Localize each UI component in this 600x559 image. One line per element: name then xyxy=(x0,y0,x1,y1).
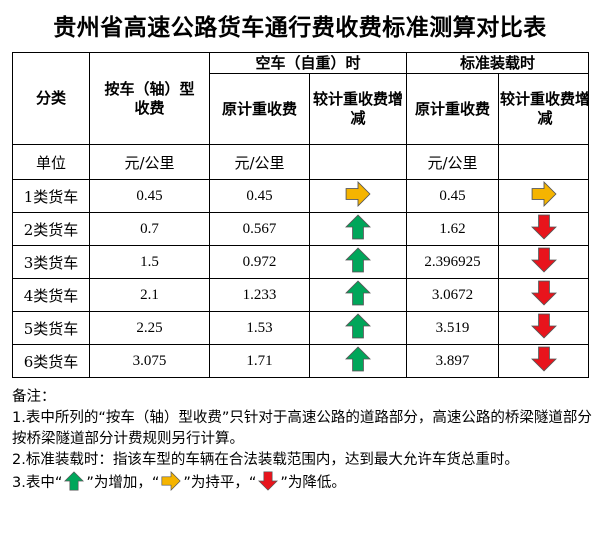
note-3-prefix: 3.表中“ xyxy=(12,475,63,491)
by-type-value: 0.45 xyxy=(89,179,210,213)
row-label: 1类货车 xyxy=(12,179,90,213)
up-arrow-icon xyxy=(345,214,371,244)
row-label: 6类货车 xyxy=(12,344,90,378)
right-arrow-icon xyxy=(531,181,557,211)
loaded-orig-value: 3.0672 xyxy=(406,278,500,312)
by-type-value: 1.5 xyxy=(89,245,210,279)
empty-compare xyxy=(308,245,408,279)
empty-orig-fee-header: 原计重收费 xyxy=(209,73,310,145)
row-label: 2类货车 xyxy=(12,212,90,246)
up-arrow-icon xyxy=(64,471,85,498)
notes-section: 备注： 1.表中所列的“按车（轴）型收费”只针对于高速公路的道路部分，高速公路的… xyxy=(12,387,592,498)
table-row: 5类货车 2.25 1.53 3.519 xyxy=(12,311,590,345)
empty-compare-header-text: 较计重收费增减 xyxy=(312,90,403,127)
table-row: 1类货车 0.45 0.45 0.45 xyxy=(12,179,590,213)
by-type-value: 0.7 xyxy=(89,212,210,246)
empty-orig-value: 0.972 xyxy=(209,245,310,279)
unit-loaded-orig: 元/公里 xyxy=(406,144,500,180)
loaded-compare xyxy=(498,179,590,213)
down-arrow-icon xyxy=(258,471,279,498)
page-title: 贵州省高速公路货车通行费收费标准测算对比表 xyxy=(53,15,547,41)
table-row: 6类货车 3.075 1.71 3.897 xyxy=(12,344,590,378)
note-3-down-text: ”为降低。 xyxy=(280,475,346,491)
by-type-value: 2.1 xyxy=(89,278,210,312)
empty-compare xyxy=(308,278,408,312)
by-type-header-text: 按车（轴）型收费 xyxy=(104,79,195,117)
row-label: 3类货车 xyxy=(12,245,90,279)
loaded-compare xyxy=(498,212,590,246)
down-arrow-icon xyxy=(530,313,557,343)
loaded-compare xyxy=(498,311,590,345)
right-arrow-icon xyxy=(161,471,182,498)
right-arrow-icon xyxy=(345,181,371,211)
empty-orig-value: 0.567 xyxy=(209,212,310,246)
loaded-orig-value: 1.62 xyxy=(406,212,500,246)
note-3: 3.表中“ ”为增加，“ ”为持平，“ ”为降低。 xyxy=(12,471,592,498)
up-arrow-icon xyxy=(345,346,371,376)
down-arrow-icon xyxy=(530,247,557,277)
empty-orig-value: 1.71 xyxy=(209,344,310,378)
note-3-up-text: ”为增加，“ xyxy=(86,475,160,491)
note-1: 1.表中所列的“按车（轴）型收费”只针对于高速公路的道路部分，高速公路的桥梁隧道… xyxy=(12,410,592,447)
note-3-flat-text: ”为持平，“ xyxy=(183,475,257,491)
table-row: 2类货车 0.7 0.567 1.62 xyxy=(12,212,590,246)
empty-compare-header: 较计重收费增减 xyxy=(308,73,408,145)
down-arrow-icon xyxy=(530,214,557,244)
loaded-compare xyxy=(498,344,590,378)
table-row: 3类货车 1.5 0.972 2.396925 xyxy=(12,245,590,279)
unit-by-type: 元/公里 xyxy=(89,144,210,180)
note-2: 2.标准装载时：指该车型的车辆在合法装载范围内，达到最大允许车货总重时。 xyxy=(12,452,519,468)
unit-loaded-compare xyxy=(498,144,590,180)
empty-section-header: 空车（自重）时 xyxy=(208,52,408,74)
empty-orig-value: 1.233 xyxy=(209,278,310,312)
empty-compare xyxy=(308,344,408,378)
by-type-value: 2.25 xyxy=(89,311,210,345)
empty-compare xyxy=(308,311,408,345)
loaded-compare xyxy=(498,245,590,279)
fee-comparison-table: 分类 按车（轴）型收费 空车（自重）时 标准装载时 原计重收费 较计重收费增减 … xyxy=(12,52,591,378)
unit-empty-orig: 元/公里 xyxy=(209,144,310,180)
up-arrow-icon xyxy=(345,280,371,310)
up-arrow-icon xyxy=(345,313,371,343)
loaded-orig-value: 2.396925 xyxy=(406,245,500,279)
down-arrow-icon xyxy=(530,346,557,376)
empty-compare xyxy=(308,179,408,213)
loaded-compare xyxy=(498,278,590,312)
loaded-orig-value: 0.45 xyxy=(406,179,500,213)
by-type-value: 3.075 xyxy=(89,344,210,378)
category-header: 分类 xyxy=(12,52,90,145)
empty-compare xyxy=(308,212,408,246)
row-label: 4类货车 xyxy=(12,278,90,312)
loaded-orig-value: 3.897 xyxy=(406,344,500,378)
unit-empty-compare xyxy=(308,144,408,180)
empty-orig-value: 1.53 xyxy=(209,311,310,345)
by-type-header: 按车（轴）型收费 xyxy=(89,52,210,145)
table-row: 4类货车 2.1 1.233 3.0672 xyxy=(12,278,590,312)
unit-label: 单位 xyxy=(12,144,90,180)
row-label: 5类货车 xyxy=(12,311,90,345)
loaded-compare-header-text: 较计重收费增减 xyxy=(500,90,591,127)
down-arrow-icon xyxy=(530,280,557,310)
loaded-section-header: 标准装载时 xyxy=(406,52,590,74)
empty-orig-value: 0.45 xyxy=(209,179,310,213)
loaded-compare-header: 较计重收费增减 xyxy=(498,73,591,145)
loaded-orig-value: 3.519 xyxy=(406,311,500,345)
up-arrow-icon xyxy=(345,247,371,277)
notes-heading: 备注： xyxy=(12,389,56,405)
loaded-orig-fee-header: 原计重收费 xyxy=(406,73,500,145)
